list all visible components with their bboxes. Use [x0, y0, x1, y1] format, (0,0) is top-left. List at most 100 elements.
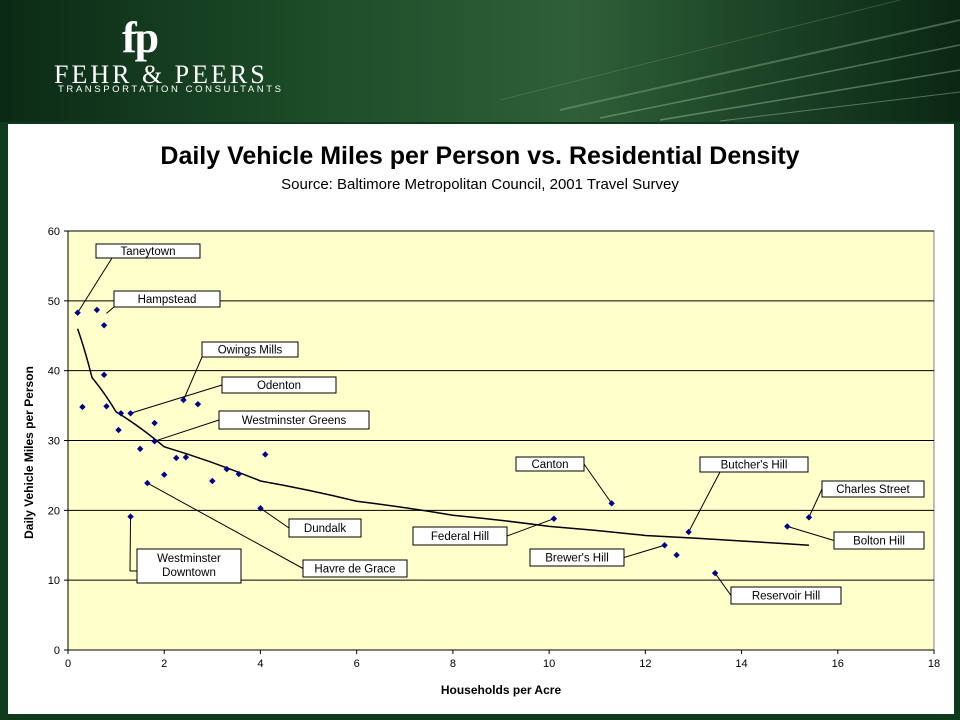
callout-box	[529, 548, 625, 567]
data-point-marker	[127, 410, 134, 417]
data-point-marker	[151, 437, 158, 445]
callout-leader-line	[714, 572, 732, 596]
callout-leader-line	[506, 518, 555, 537]
company-tagline: TRANSPORTATION CONSULTANTS	[58, 84, 284, 95]
callout-box	[288, 518, 362, 538]
callout-leader-line	[154, 419, 220, 442]
callout-label: Hampstead	[138, 294, 197, 306]
callout-label: Downtown	[162, 567, 216, 579]
x-tick-label: 16	[832, 658, 844, 670]
y-tick-label: 0	[54, 645, 60, 657]
callout-leaders	[77, 257, 835, 596]
data-point-marker	[685, 528, 692, 536]
x-tick-label: 2	[161, 658, 167, 670]
data-point-marker	[103, 403, 110, 410]
data-point-marker	[223, 465, 230, 473]
data-point-marker	[711, 569, 719, 577]
data-point-marker	[784, 523, 791, 530]
callout-label: Taneytown	[121, 246, 176, 258]
data-point-marker	[257, 505, 264, 512]
callout-leader-line	[583, 463, 613, 504]
x-tick-label: 14	[735, 658, 747, 670]
x-tick-label: 0	[65, 658, 71, 670]
callout-label: Reservoir Hill	[752, 591, 820, 603]
callout-box	[221, 376, 337, 394]
x-axis-title: Households per Acre	[441, 683, 562, 697]
data-point-marker	[173, 454, 180, 462]
company-name: FEHR & PEERS	[54, 60, 268, 89]
callout-leader-line	[787, 525, 835, 541]
callout-label: Bolton Hill	[853, 536, 905, 548]
callout-box	[95, 243, 201, 259]
data-points	[74, 306, 813, 577]
y-tick-label: 60	[48, 226, 60, 238]
callout-leader-line	[183, 356, 203, 401]
callout-label: Westminster	[157, 553, 221, 565]
callout-label: Westminster Greens	[242, 415, 347, 427]
company-logo-mark: fp	[122, 13, 159, 62]
y-tick-label: 20	[48, 505, 60, 517]
callout-box	[201, 341, 299, 358]
y-tick-label: 10	[48, 575, 60, 587]
callout-leader-line	[130, 384, 223, 414]
callout-box	[515, 456, 585, 472]
callout-box	[412, 526, 508, 546]
data-point-marker	[100, 322, 108, 329]
callout-label: Brewer's Hill	[545, 553, 609, 565]
y-axis-title: Daily Vehicle Miles per Person	[22, 366, 36, 539]
chart-title: Daily Vehicle Miles per Person vs. Resid…	[160, 142, 800, 170]
data-point-marker	[608, 500, 615, 507]
x-tick-label: 4	[257, 658, 263, 670]
y-tick-label: 30	[48, 436, 60, 448]
callout-leader-line	[808, 488, 823, 518]
data-point-marker	[79, 403, 86, 411]
data-point-marker	[262, 451, 269, 458]
data-point-marker	[673, 551, 680, 559]
data-point-marker	[550, 515, 558, 522]
callout-leader-line	[147, 482, 304, 569]
data-point-marker	[180, 396, 187, 404]
callout-box	[730, 586, 842, 605]
data-point-marker	[194, 400, 202, 408]
callout-leader-line	[106, 306, 115, 314]
callouts: Taneytown Hampstead Owings Mills Odenton Wes…	[95, 243, 925, 605]
callout-label: Havre de Grace	[314, 564, 395, 576]
callout-label: Charles Street	[836, 484, 910, 496]
callout-label: Canton	[531, 459, 568, 471]
data-point-marker	[117, 410, 125, 417]
data-point-marker	[805, 514, 813, 521]
x-tick-label: 6	[354, 658, 360, 670]
trendline	[76, 328, 809, 546]
x-tick-label: 12	[639, 658, 651, 670]
data-point-marker	[127, 513, 134, 520]
data-point-marker	[115, 426, 122, 434]
callout-leader-line	[688, 471, 721, 533]
data-point-marker	[93, 306, 101, 314]
x-tick-label: 18	[928, 658, 940, 670]
callout-box	[833, 531, 925, 550]
callout-label: Owings Mills	[218, 345, 283, 357]
x-tick-label: 8	[450, 658, 456, 670]
callout-label: Federal Hill	[431, 531, 489, 543]
data-point-marker	[209, 477, 216, 485]
callout-label: Butcher's Hill	[721, 460, 788, 472]
chart-subtitle: Source: Baltimore Metropolitan Council, …	[281, 176, 679, 193]
callout-label: Odenton	[257, 380, 301, 392]
callout-box	[699, 456, 809, 473]
data-point-marker	[144, 479, 151, 487]
highway-streaks-image	[499, 0, 960, 122]
x-tick-label: 10	[543, 658, 555, 670]
y-tick-label: 40	[48, 366, 60, 378]
data-point-marker	[182, 454, 190, 461]
callout-leader-line	[260, 507, 290, 529]
data-point-marker	[136, 445, 144, 453]
callout-box	[821, 480, 925, 498]
y-tick-label: 50	[48, 296, 60, 308]
header-banner: fp FEHR & PEERS TRANSPORTATION CONSULTAN…	[0, 0, 960, 122]
axes: 0 10 20 30 40 50 60 0 2 4 6 8 10 12 14 16 18	[48, 226, 940, 670]
callout-box	[113, 290, 221, 308]
callout-label: Dundalk	[304, 523, 346, 535]
callout-box	[136, 548, 242, 584]
